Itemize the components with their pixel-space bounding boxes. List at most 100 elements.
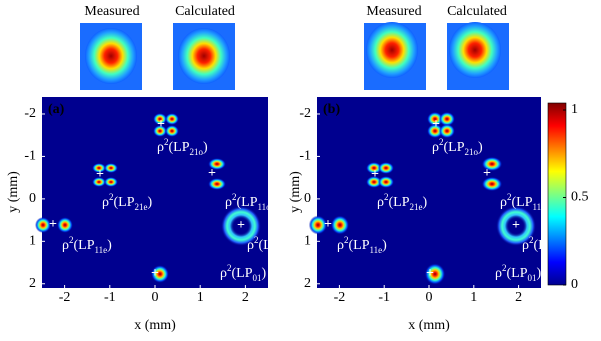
y-tick-label: -1	[299, 149, 311, 164]
label-part: 11e	[95, 245, 108, 255]
inset-spot	[85, 28, 137, 84]
y-tick-label: 0	[29, 191, 36, 206]
inset-spot	[178, 28, 230, 84]
center-cross: +	[324, 217, 332, 232]
label-part: 21o	[465, 147, 479, 157]
label-part: 11e	[370, 245, 383, 255]
center-cross: +	[483, 166, 491, 181]
label-part: (LP	[232, 266, 253, 281]
label-part: ρ	[225, 195, 232, 210]
inset-title: Measured	[84, 4, 139, 19]
x-tick-label: -1	[378, 290, 390, 305]
mode-lobe	[57, 217, 73, 233]
y-axis-label: y (mm)	[6, 171, 21, 213]
y-tick-label: 0	[304, 191, 311, 206]
label-part: 21o	[190, 147, 204, 157]
mode-lobe	[331, 215, 349, 234]
x-tick-label: 1	[197, 290, 204, 305]
center-cross: +	[237, 218, 245, 233]
y-tick-label: 2	[304, 276, 311, 291]
mode-lobe	[104, 163, 118, 173]
y-tick-label: -2	[299, 106, 311, 121]
label-part: )	[478, 140, 483, 155]
center-cross: +	[96, 167, 104, 182]
label-part: (LP	[512, 195, 533, 210]
y-tick-label: 2	[29, 276, 36, 291]
label-part: (LP	[389, 195, 410, 210]
y-tick-label: -2	[24, 106, 36, 121]
label-part: ρ	[62, 238, 69, 253]
mode-label: ρ2(LP02)	[247, 235, 294, 255]
center-cross: +	[432, 117, 440, 132]
x-tick-label: -2	[334, 290, 346, 305]
label-part: )	[148, 195, 153, 210]
x-axis-label: x (mm)	[408, 318, 450, 333]
label-part: ρ	[247, 238, 254, 253]
label-part: ρ	[157, 140, 164, 155]
colorbar	[548, 103, 566, 285]
label-part: (LP	[114, 195, 135, 210]
inset-title: Calculated	[175, 4, 235, 19]
x-tick-label: 0	[426, 290, 433, 305]
label-part: 02	[280, 245, 289, 255]
label-part: )	[203, 140, 208, 155]
y-tick-label: -1	[24, 149, 36, 164]
mode-lobe	[165, 125, 179, 137]
label-part: ρ	[432, 140, 439, 155]
label-part: ρ	[220, 266, 227, 281]
label-part: 21e	[410, 202, 423, 212]
label-part: ρ	[337, 238, 344, 253]
panel-label: (a)	[48, 102, 65, 117]
label-part: ρ	[500, 195, 507, 210]
mode-lobe	[378, 176, 394, 188]
colorbar-tick-label: 0.5	[571, 190, 589, 205]
y-axis-label: y (mm)	[288, 171, 303, 213]
x-tick-label: 1	[470, 290, 477, 305]
label-part: (LP	[349, 238, 370, 253]
colorbar-tick-label: 0	[571, 277, 578, 292]
label-part: 11o	[533, 202, 547, 212]
x-tick-label: 2	[515, 290, 522, 305]
inset-title: Measured	[366, 4, 421, 19]
center-cross: +	[157, 117, 165, 132]
label-part: (LP	[444, 140, 465, 155]
center-cross: +	[151, 266, 159, 281]
inset-title: Calculated	[447, 4, 507, 19]
label-part: (LP	[74, 238, 95, 253]
label-part: )	[289, 238, 294, 253]
center-cross: +	[371, 167, 379, 182]
x-tick-label: 0	[152, 290, 159, 305]
x-axis-label: x (mm)	[134, 318, 176, 333]
label-part: )	[262, 266, 267, 281]
center-cross: +	[426, 266, 434, 281]
label-part: (LP	[169, 140, 190, 155]
label-part: ρ	[522, 238, 529, 253]
label-part: )	[271, 195, 276, 210]
y-tick-label: 1	[304, 234, 311, 249]
mode-lobe	[104, 177, 118, 187]
label-part: (LP	[237, 195, 258, 210]
label-part: 21e	[135, 202, 148, 212]
x-tick-label: -1	[104, 290, 116, 305]
center-cross: +	[208, 166, 216, 181]
center-cross: +	[512, 218, 520, 233]
label-part: 01	[528, 273, 537, 283]
label-part: )	[537, 266, 542, 281]
label-part: 01	[253, 273, 262, 283]
label-part: 11o	[258, 202, 272, 212]
label-part: ρ	[377, 195, 384, 210]
inset-spot	[366, 22, 418, 78]
center-cross: +	[49, 217, 57, 232]
colorbar-tick-label: 1	[571, 102, 578, 117]
label-part: )	[107, 238, 112, 253]
label-part: (LP	[507, 266, 528, 281]
label-part: )	[423, 195, 428, 210]
label-part: ρ	[102, 195, 109, 210]
mode-lobe	[439, 124, 455, 138]
label-part: (LP	[259, 238, 280, 253]
mode-lobe	[378, 162, 394, 174]
figure: MeasuredCalculated++++++ρ2(LP21o)ρ2(LP21…	[0, 0, 601, 341]
inset-spot	[449, 22, 501, 78]
y-tick-label: 1	[29, 234, 36, 249]
mode-lobe	[165, 113, 179, 125]
